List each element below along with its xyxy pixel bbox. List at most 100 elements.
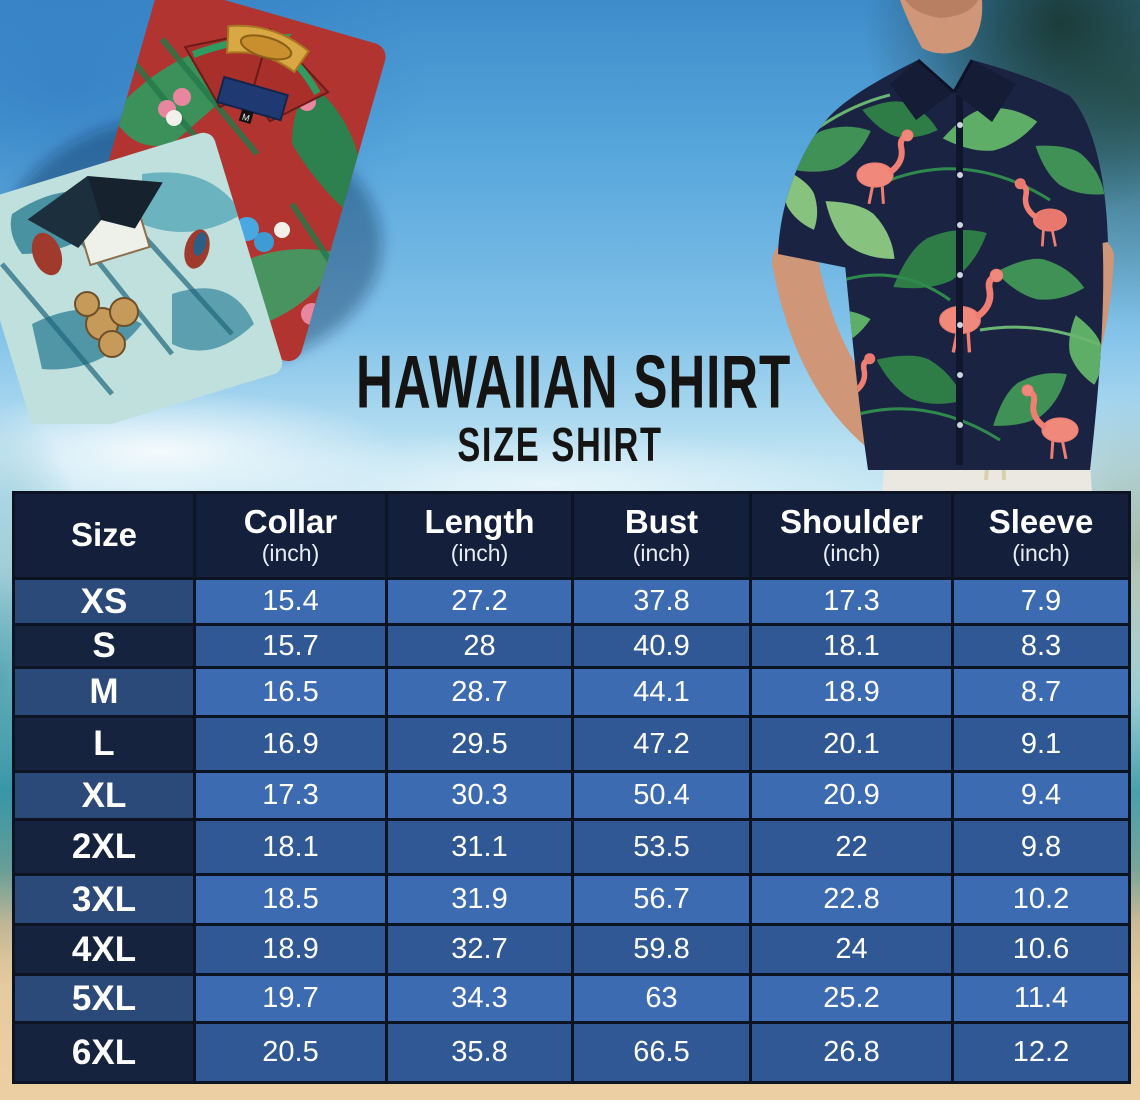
size-cell: L bbox=[12, 715, 196, 773]
value-cell: 40.9 bbox=[571, 623, 752, 669]
folded-shirts-photo: M bbox=[0, 0, 386, 424]
value-cell: 34.3 bbox=[385, 973, 574, 1024]
table-row-m: M 16.5 28.7 44.1 18.9 8.7 bbox=[12, 666, 1131, 718]
page-title: HAWAIIAN SHIRT bbox=[356, 339, 792, 425]
value-cell: 66.5 bbox=[571, 1021, 752, 1084]
value-cell: 47.2 bbox=[571, 715, 752, 773]
value-cell: 10.2 bbox=[951, 873, 1131, 926]
value-cell: 53.5 bbox=[571, 818, 752, 876]
table-row-l: L 16.9 29.5 47.2 20.1 9.1 bbox=[12, 715, 1131, 773]
value-cell: 31.9 bbox=[385, 873, 574, 926]
title-block: HAWAIIAN SHIRT SIZE SHIRT bbox=[305, 339, 815, 470]
value-cell: 59.8 bbox=[571, 923, 752, 976]
column-header-bust: Bust (inch) bbox=[571, 491, 752, 580]
table-row-2xl: 2XL 18.1 31.1 53.5 22 9.8 bbox=[12, 818, 1131, 876]
size-cell: 5XL bbox=[12, 973, 196, 1024]
value-cell: 15.4 bbox=[193, 577, 388, 626]
red-shirt-collar: M bbox=[183, 24, 330, 124]
column-unit: (inch) bbox=[822, 539, 881, 566]
value-cell: 50.4 bbox=[571, 770, 752, 821]
value-cell: 12.2 bbox=[951, 1021, 1131, 1084]
column-unit: (inch) bbox=[261, 539, 320, 566]
value-cell: 29.5 bbox=[385, 715, 574, 773]
value-cell: 32.7 bbox=[385, 923, 574, 976]
size-cell: XL bbox=[12, 770, 196, 821]
size-cell: M bbox=[12, 666, 196, 718]
value-cell: 18.1 bbox=[193, 818, 388, 876]
value-cell: 28.7 bbox=[385, 666, 574, 718]
value-cell: 63 bbox=[571, 973, 752, 1024]
value-cell: 22 bbox=[749, 818, 954, 876]
value-cell: 15.7 bbox=[193, 623, 388, 669]
value-cell: 20.9 bbox=[749, 770, 954, 821]
table-row-3xl: 3XL 18.5 31.9 56.7 22.8 10.2 bbox=[12, 873, 1131, 926]
value-cell: 10.6 bbox=[951, 923, 1131, 976]
column-header-size: Size bbox=[12, 491, 196, 580]
table-row-4xl: 4XL 18.9 32.7 59.8 24 10.6 bbox=[12, 923, 1131, 976]
column-header-sleeve: Sleeve (inch) bbox=[951, 491, 1131, 580]
column-label: Size bbox=[70, 516, 138, 554]
value-cell: 22.8 bbox=[749, 873, 954, 926]
size-cell: 4XL bbox=[12, 923, 196, 976]
size-cell: XS bbox=[12, 577, 196, 626]
value-cell: 18.1 bbox=[749, 623, 954, 669]
value-cell: 20.1 bbox=[749, 715, 954, 773]
teal-hawaiian-shirt bbox=[0, 132, 283, 424]
value-cell: 9.1 bbox=[951, 715, 1131, 773]
column-header-length: Length (inch) bbox=[385, 491, 574, 580]
column-label: Shoulder bbox=[779, 502, 923, 540]
value-cell: 35.8 bbox=[385, 1021, 574, 1084]
value-cell: 8.7 bbox=[951, 666, 1131, 718]
value-cell: 27.2 bbox=[385, 577, 574, 626]
value-cell: 18.9 bbox=[749, 666, 954, 718]
value-cell: 30.3 bbox=[385, 770, 574, 821]
value-cell: 11.4 bbox=[951, 973, 1131, 1024]
size-cell: 2XL bbox=[12, 818, 196, 876]
red-shirt-size-tag: M bbox=[241, 112, 251, 124]
value-cell: 18.9 bbox=[193, 923, 388, 976]
value-cell: 17.3 bbox=[193, 770, 388, 821]
table-row-xs: XS 15.4 27.2 37.8 17.3 7.9 bbox=[12, 577, 1131, 626]
column-label: Sleeve bbox=[988, 502, 1094, 540]
size-table: Size Collar (inch) Length (inch) Bust (inch) Sh… bbox=[12, 491, 1131, 1084]
value-cell: 18.5 bbox=[193, 873, 388, 926]
column-label: Length bbox=[424, 502, 535, 540]
value-cell: 44.1 bbox=[571, 666, 752, 718]
value-cell: 16.9 bbox=[193, 715, 388, 773]
model-photo bbox=[772, 0, 1114, 492]
table-row-xl: XL 17.3 30.3 50.4 20.9 9.4 bbox=[12, 770, 1131, 821]
size-cell: 3XL bbox=[12, 873, 196, 926]
header-row: Size Collar (inch) Length (inch) Bust (inch) Sh… bbox=[12, 491, 1131, 580]
value-cell: 7.9 bbox=[951, 577, 1131, 626]
value-cell: 9.8 bbox=[951, 818, 1131, 876]
value-cell: 17.3 bbox=[749, 577, 954, 626]
value-cell: 37.8 bbox=[571, 577, 752, 626]
value-cell: 26.8 bbox=[749, 1021, 954, 1084]
value-cell: 24 bbox=[749, 923, 954, 976]
column-header-collar: Collar (inch) bbox=[193, 491, 388, 580]
column-unit: (inch) bbox=[1012, 539, 1070, 566]
value-cell: 19.7 bbox=[193, 973, 388, 1024]
value-cell: 9.4 bbox=[951, 770, 1131, 821]
table-row-5xl: 5XL 19.7 34.3 63 25.2 11.4 bbox=[12, 973, 1131, 1024]
page-subtitle: SIZE SHIRT bbox=[457, 418, 663, 473]
model-shirt bbox=[778, 58, 1108, 470]
value-cell: 28 bbox=[385, 623, 574, 669]
shirt-buttons bbox=[957, 122, 963, 428]
value-cell: 16.5 bbox=[193, 666, 388, 718]
column-label: Collar bbox=[243, 502, 338, 540]
size-cell: 6XL bbox=[12, 1021, 196, 1084]
column-header-shoulder: Shoulder (inch) bbox=[749, 491, 954, 580]
table-row-6xl: 6XL 20.5 35.8 66.5 26.8 12.2 bbox=[12, 1021, 1131, 1084]
size-cell: S bbox=[12, 623, 196, 669]
table-row-s: S 15.7 28 40.9 18.1 8.3 bbox=[12, 623, 1131, 669]
column-label: Bust bbox=[624, 502, 699, 540]
column-unit: (inch) bbox=[450, 539, 509, 566]
value-cell: 56.7 bbox=[571, 873, 752, 926]
value-cell: 25.2 bbox=[749, 973, 954, 1024]
value-cell: 31.1 bbox=[385, 818, 574, 876]
value-cell: 20.5 bbox=[193, 1021, 388, 1084]
teal-shirt-collar bbox=[27, 176, 163, 248]
column-unit: (inch) bbox=[632, 539, 691, 566]
